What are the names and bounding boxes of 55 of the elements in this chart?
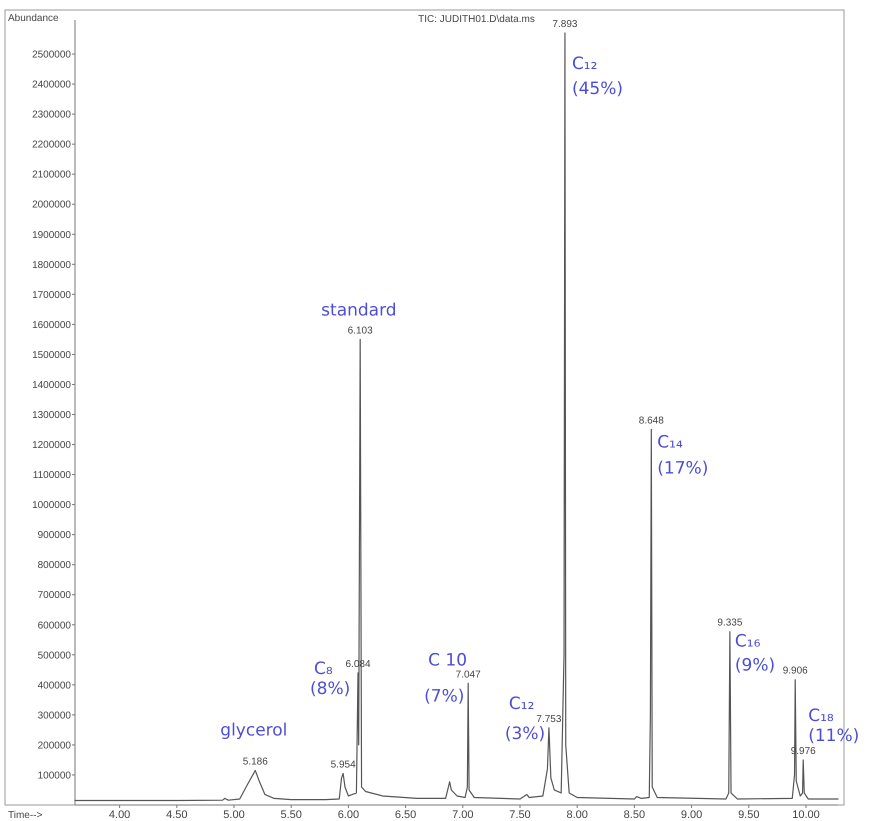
- annotation: 5.186: [242, 756, 268, 768]
- annotation: glycerol: [220, 720, 288, 740]
- x-tick-label: 9.50: [738, 809, 760, 821]
- x-tick-label: 8.00: [566, 809, 588, 821]
- y-tick-label: 500000: [38, 650, 72, 662]
- x-tick-label: 6.00: [338, 809, 360, 821]
- y-tick-label: 2000000: [32, 200, 72, 211]
- chart-title: TIC: JUDITH01.D\data.ms: [418, 14, 535, 25]
- x-tick-label: 7.00: [452, 809, 474, 821]
- annotation: 8.648: [638, 416, 664, 427]
- y-tick-label: 100000: [38, 770, 72, 782]
- y-tick-label: 1800000: [32, 260, 72, 271]
- y-tick-label: 700000: [38, 590, 72, 602]
- y-axis-title: Abundance: [8, 13, 60, 24]
- x-tick-label: 5.00: [223, 809, 245, 821]
- y-tick-label: 300000: [38, 710, 72, 722]
- annotation: 6.103: [348, 325, 374, 336]
- x-tick-label: 4.50: [166, 809, 188, 821]
- x-tick-label: 7.50: [509, 809, 531, 821]
- annotation: 7.047: [456, 669, 482, 680]
- x-tick-label: 9.00: [680, 809, 702, 821]
- x-tick-label: 10.00: [792, 809, 820, 821]
- annotation: C₁₂ (45%): [572, 54, 624, 99]
- x-tick-label: 8.50: [624, 809, 646, 821]
- annotation: 7.753: [536, 714, 562, 725]
- y-tick-label: 2500000: [32, 50, 72, 61]
- y-tick-label: 1700000: [32, 290, 72, 301]
- y-tick-label: 900000: [38, 530, 72, 542]
- y-tick-label: 1000000: [32, 500, 72, 512]
- annotation: 9.335: [717, 618, 743, 629]
- y-tick-label: 2100000: [32, 170, 72, 181]
- y-tick-label: 1600000: [32, 320, 72, 331]
- x-axis-title: Time-->: [8, 810, 43, 821]
- x-tick-label: 6.50: [394, 809, 416, 821]
- y-tick-label: 400000: [38, 680, 72, 692]
- y-tick-label: 2200000: [32, 140, 72, 151]
- y-tick-label: 1200000: [32, 440, 72, 452]
- annotation: C₁₄ (17%): [657, 432, 708, 478]
- y-tick-label: 2400000: [32, 80, 72, 91]
- annotation: C₁₆ (9%): [734, 632, 776, 676]
- y-tick-label: 1300000: [32, 410, 72, 422]
- y-tick-label: 800000: [38, 560, 72, 572]
- x-tick-label: 4.00: [108, 809, 130, 821]
- y-tick-label: 200000: [38, 740, 72, 752]
- y-tick-label: 2300000: [32, 110, 72, 121]
- y-tick-label: 1400000: [32, 380, 72, 391]
- y-tick-label: 1900000: [32, 230, 72, 241]
- x-tick-label: 5.50: [280, 809, 302, 821]
- annotation: 7.893: [552, 19, 578, 30]
- annotation: 5.954: [330, 759, 356, 770]
- annotation: 9.906: [782, 666, 808, 677]
- y-tick-label: 1500000: [32, 350, 72, 361]
- y-tick-label: 600000: [38, 620, 72, 632]
- y-tick-label: 1100000: [32, 470, 72, 482]
- annotation: standard: [321, 300, 397, 320]
